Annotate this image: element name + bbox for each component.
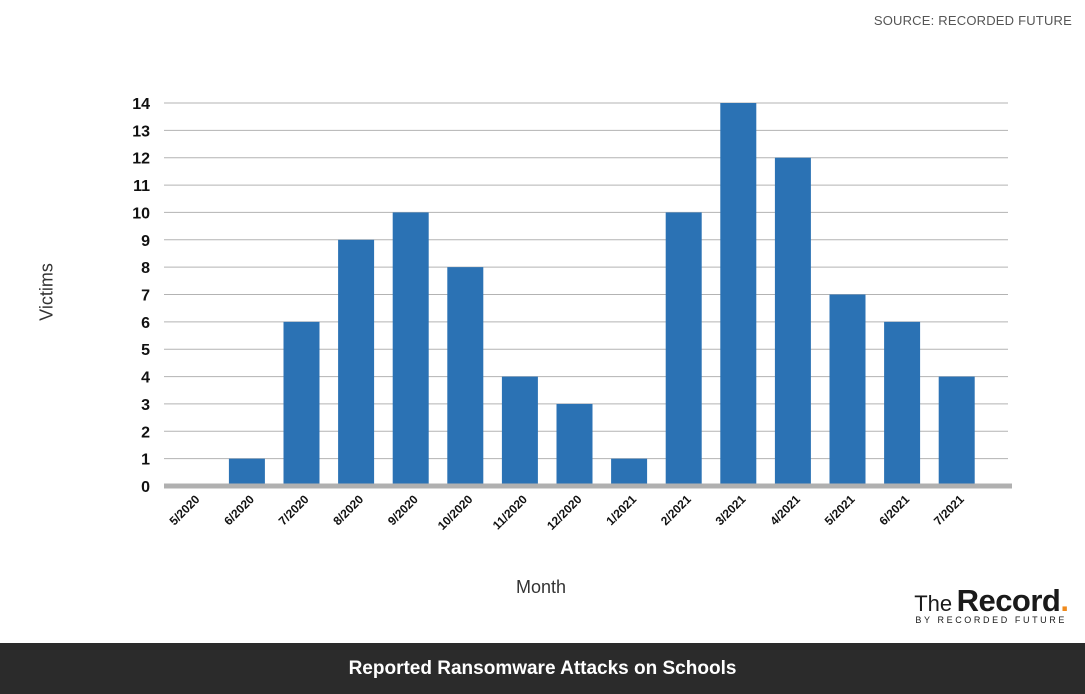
y-tick-label: 7 [141,288,150,305]
y-tick-label: 14 [132,96,150,113]
y-tick-label: 6 [141,315,150,332]
x-tick-label: 9/2020 [385,492,421,528]
x-tick-label: 6/2021 [876,492,912,528]
source-label: SOURCE: RECORDED FUTURE [873,13,1072,28]
x-tick-label: 11/2020 [490,492,530,532]
y-tick-label: 5 [141,342,150,359]
x-tick-label: 4/2021 [767,492,803,528]
bar [447,267,484,486]
x-tick-label: 5/2021 [822,492,858,528]
bar [556,403,593,486]
y-tick-label: 10 [132,205,150,222]
logo-record: Record [956,583,1061,618]
y-tick-label: 1 [141,452,150,469]
x-tick-label: 7/2021 [931,492,967,528]
bar [501,376,538,486]
x-tick-label: 10/2020 [435,492,476,533]
x-tick-label: 3/2021 [713,492,749,528]
bar [938,376,975,486]
logo-byline: BY RECORDED FUTURE [915,615,1067,625]
logo-the: The [914,591,953,616]
y-tick-label: 13 [132,123,150,140]
x-tick-label: 12/2020 [544,492,585,533]
x-axis-title: Month [515,577,567,597]
x-tick-label: 5/2020 [167,492,203,528]
footer-banner: Reported Ransomware Attacks on Schools [0,643,1085,694]
logo-dot: . [1060,583,1069,618]
x-tick-label: 7/2020 [276,492,312,528]
logo-wordmark: The Record. [914,583,1069,619]
bar [720,103,757,486]
chart-title: Reported Ransomware Attacks on Schools [348,657,737,679]
bar [283,321,320,486]
y-tick-label: 9 [141,233,150,250]
y-axis-title: Victims [36,263,57,321]
y-tick-label: 0 [141,479,150,496]
bar [228,458,265,486]
y-tick-label: 2 [141,424,150,441]
bar [884,321,921,486]
bar-layer [228,103,975,486]
bar [392,212,429,486]
x-tick-label: 6/2020 [221,492,257,528]
bar [338,239,375,486]
y-tick-label: 4 [141,370,150,387]
the-record-logo: The Record. BY RECORDED FUTURE [889,583,1069,627]
bar [829,294,866,486]
bar [774,157,811,486]
y-tick-label: 8 [141,260,150,277]
x-tick-label: 1/2021 [603,492,639,528]
y-tick-label: 12 [132,151,150,168]
y-tick-label: 11 [133,178,150,195]
x-tick-label: 8/2020 [330,492,366,528]
bar [611,458,648,486]
bar [665,212,702,486]
grid-layer [164,102,1008,460]
x-tick-label: 2/2021 [658,492,694,528]
y-tick-label: 3 [141,397,150,414]
